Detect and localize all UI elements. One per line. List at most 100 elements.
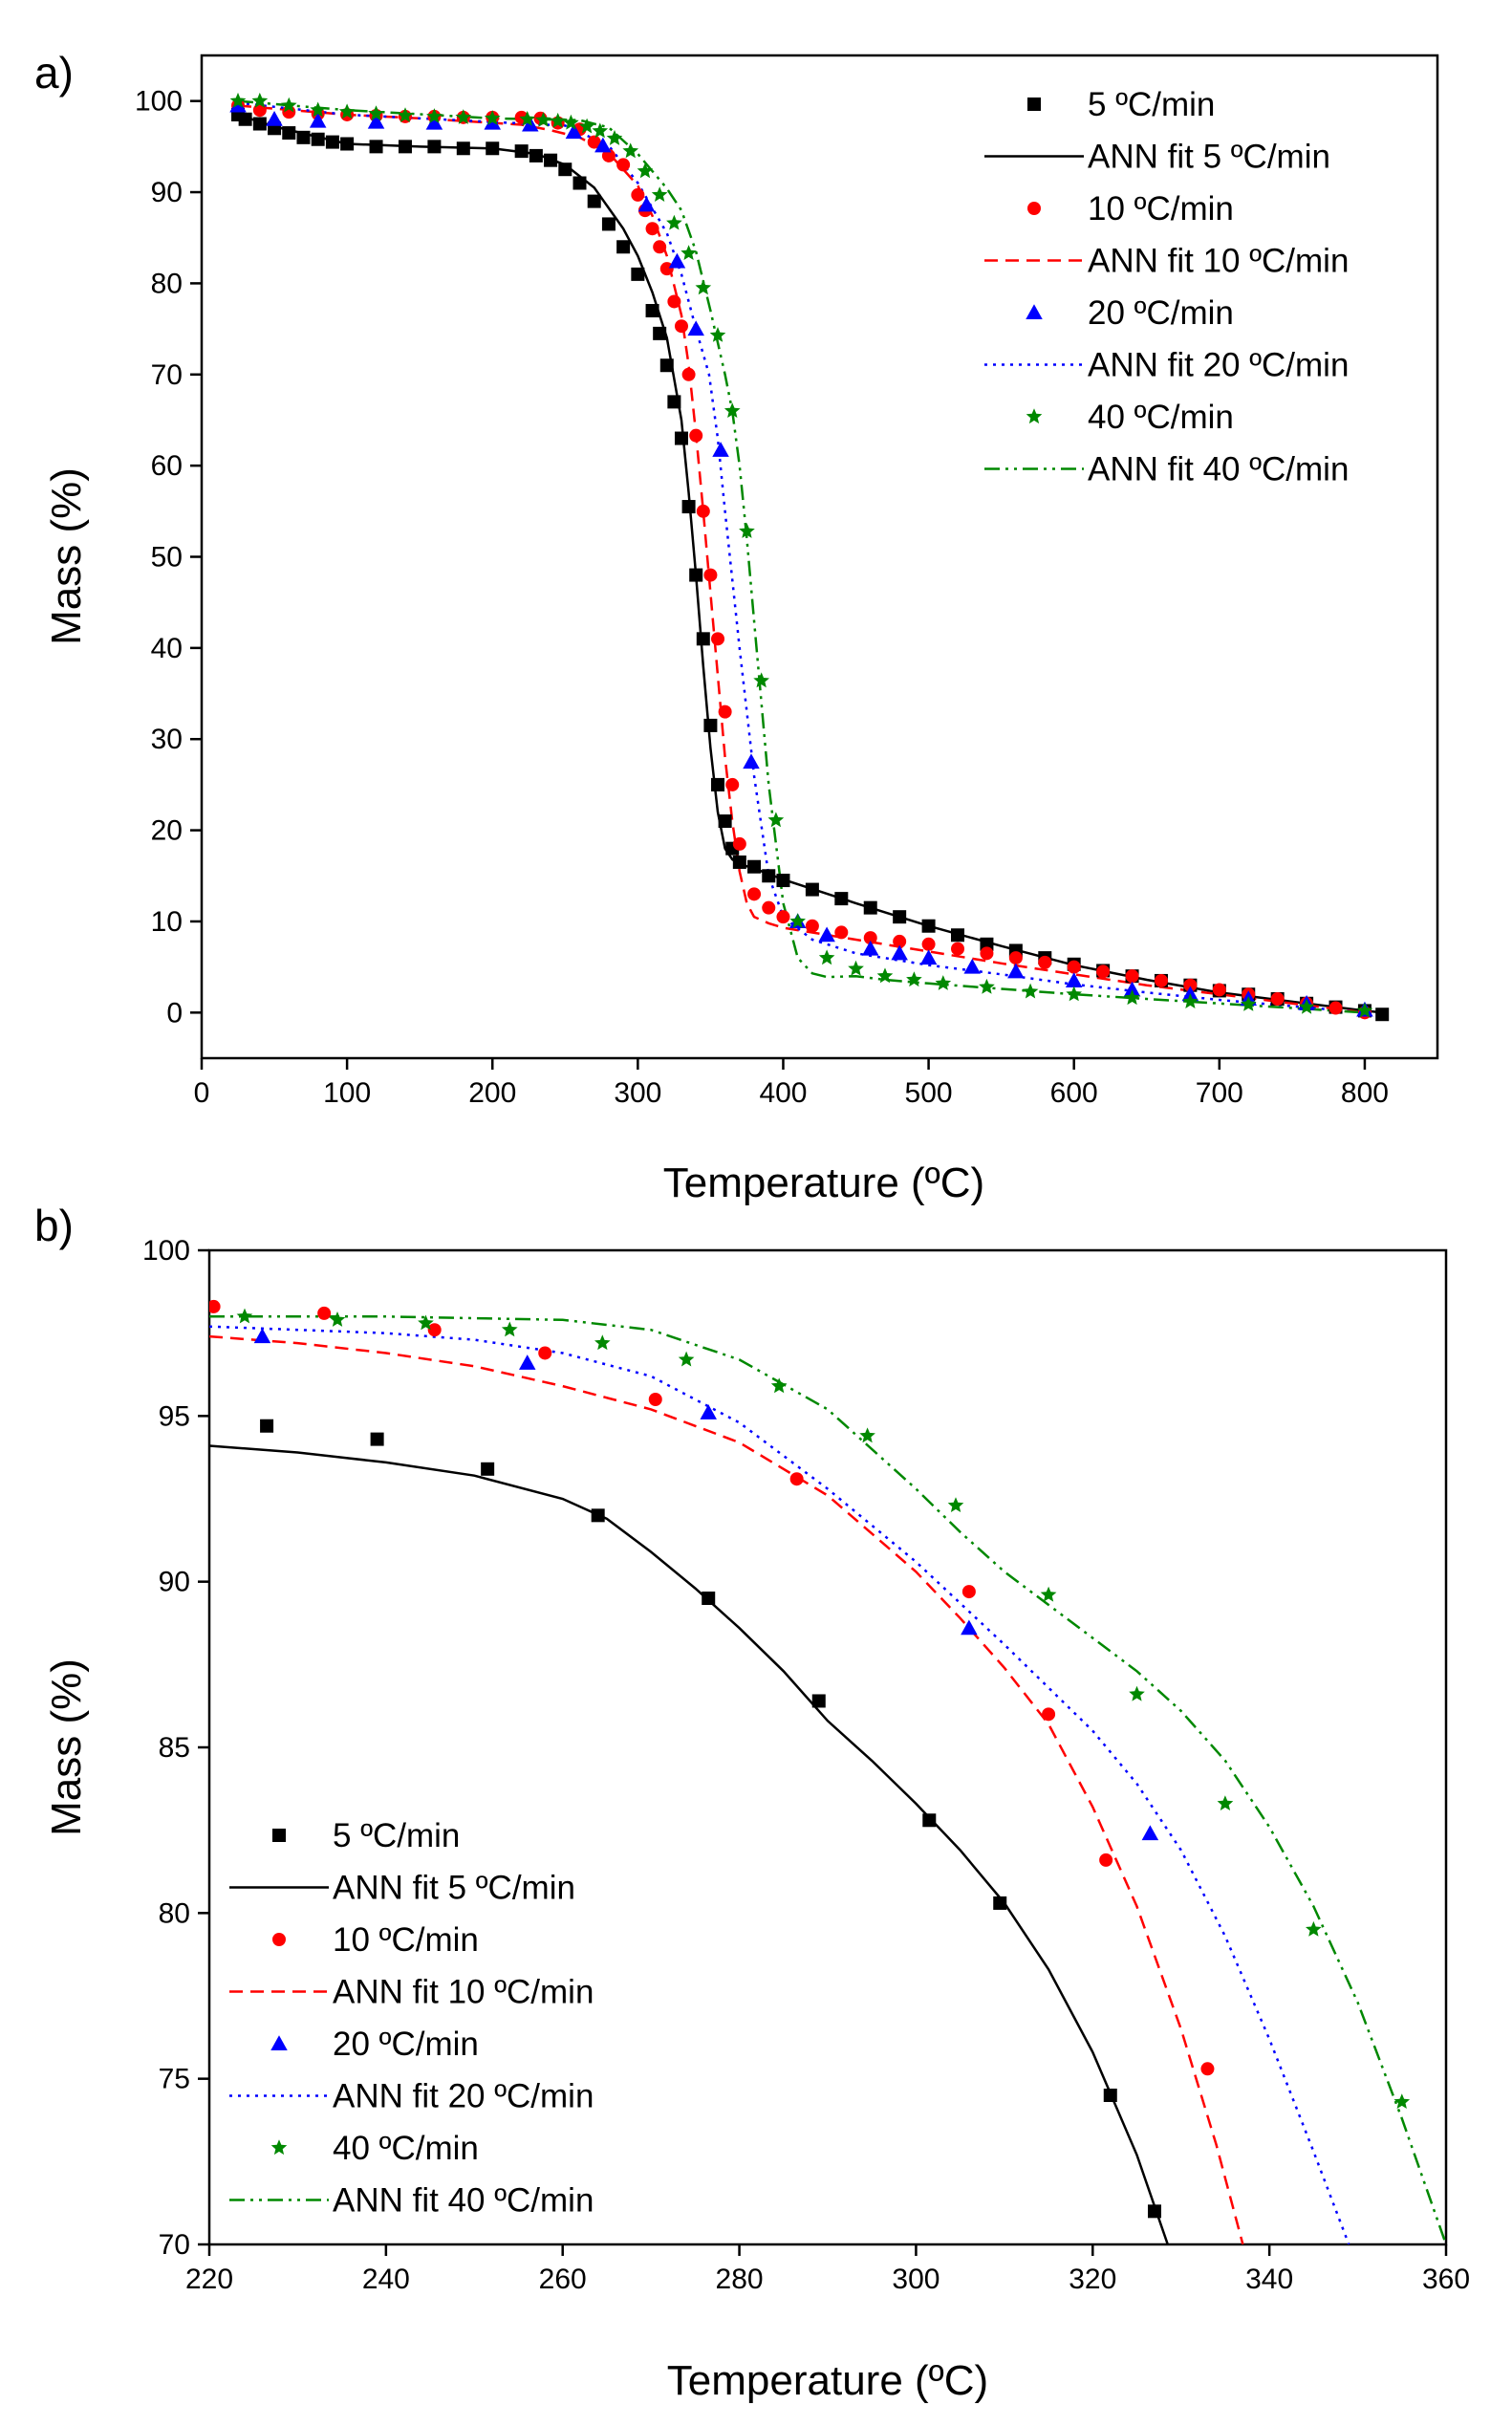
- data-point: [674, 319, 688, 334]
- data-point: [484, 110, 501, 125]
- y-tick-label: 90: [159, 1567, 190, 1598]
- data-point: [1154, 973, 1168, 987]
- legend-swatch: [270, 2035, 288, 2050]
- data-point: [456, 141, 470, 156]
- legend-swatch: [272, 1933, 286, 1946]
- x-tick-label: 240: [362, 2264, 410, 2295]
- data-point: [711, 632, 725, 646]
- x-tick-label: 200: [468, 1077, 516, 1109]
- data-point: [1141, 1825, 1159, 1841]
- data-point: [544, 153, 558, 167]
- x-tick-label: 320: [1069, 2264, 1116, 2295]
- data-point: [919, 949, 938, 965]
- data-point: [280, 97, 297, 113]
- panel-a: a) 0 100 200 300 400 500 600 700 800 0 10 20 30 40 50…: [34, 48, 1439, 1206]
- data-point: [732, 836, 746, 851]
- panel-b-label: b): [34, 1201, 74, 1250]
- y-tick-label: 100: [142, 1235, 190, 1267]
- data-point: [565, 123, 583, 140]
- data-point: [550, 112, 566, 128]
- data-point: [645, 222, 659, 236]
- legend-entry: 5 ºC/min: [333, 1817, 460, 1854]
- legend-entry: 20 ºC/min: [333, 2026, 479, 2063]
- data-point: [236, 1308, 253, 1324]
- panel-b-y-axis-label: Mass (%): [43, 1658, 90, 1836]
- x-tick-label: 360: [1422, 2264, 1470, 2295]
- data-point: [282, 126, 296, 141]
- data-point: [317, 1306, 332, 1320]
- data-point: [700, 1404, 717, 1419]
- legend-entry: 10 ºC/min: [1088, 190, 1234, 228]
- data-point: [651, 186, 668, 202]
- data-point: [961, 1619, 978, 1636]
- legend-entry: 40 ºC/min: [1088, 399, 1234, 436]
- data-point: [876, 967, 894, 984]
- y-tick-label: 0: [166, 997, 183, 1029]
- legend-swatch: [1027, 98, 1041, 111]
- data-point: [703, 568, 718, 582]
- data-point: [251, 92, 269, 108]
- data-point: [260, 1419, 274, 1433]
- data-point: [674, 431, 688, 445]
- data-point: [979, 978, 995, 994]
- legend-entry: ANN fit 40 ºC/min: [1088, 451, 1349, 488]
- data-point: [310, 101, 326, 118]
- legend-entry: ANN fit 20 ºC/min: [1088, 347, 1349, 384]
- panel-a-frame: [200, 54, 1439, 1060]
- data-point: [762, 900, 776, 915]
- data-point: [725, 777, 740, 791]
- data-point: [340, 137, 355, 151]
- data-point: [529, 148, 543, 163]
- data-point: [859, 1427, 875, 1443]
- data-point: [689, 568, 703, 582]
- data-point: [659, 358, 674, 373]
- data-point: [689, 428, 703, 443]
- data-point: [1200, 2062, 1215, 2076]
- panel-a-y-ticks: 0 10 20 30 40 50 60 70 80 90 100: [135, 86, 202, 1029]
- data-point: [893, 910, 907, 924]
- panel-a-label: a): [34, 48, 74, 98]
- data-point: [770, 1377, 788, 1394]
- legend-entry: ANN fit 10 ºC/min: [1088, 243, 1349, 280]
- data-point: [538, 1346, 552, 1360]
- data-point: [951, 928, 965, 943]
- x-tick-label: 700: [1196, 1077, 1243, 1109]
- data-point: [558, 163, 572, 177]
- data-point: [209, 1299, 221, 1313]
- data-point: [696, 632, 710, 646]
- data-point: [935, 975, 952, 990]
- data-point: [834, 925, 849, 940]
- data-point: [329, 1311, 346, 1327]
- data-point: [229, 92, 247, 108]
- data-point: [732, 855, 746, 869]
- legend-entry: ANN fit 5 ºC/min: [1088, 139, 1330, 176]
- x-tick-label: 400: [759, 1077, 807, 1109]
- data-point: [666, 214, 682, 230]
- data-point: [711, 777, 725, 791]
- legend-entry: ANN fit 40 ºC/min: [333, 2182, 594, 2220]
- data-point: [368, 105, 384, 121]
- data-point: [667, 395, 681, 409]
- data-point: [1066, 986, 1082, 1002]
- data-point: [702, 1592, 716, 1605]
- legend-swatch: [1026, 304, 1043, 319]
- data-point: [712, 442, 729, 457]
- data-point: [863, 900, 877, 915]
- data-point: [338, 103, 356, 119]
- data-point: [486, 141, 500, 156]
- data-point: [951, 942, 965, 956]
- data-point: [1306, 1920, 1322, 1937]
- data-point: [980, 946, 994, 961]
- data-point: [325, 135, 339, 149]
- y-tick-label: 10: [151, 906, 183, 938]
- data-point: [578, 118, 595, 134]
- data-point: [1182, 993, 1199, 1008]
- data-point: [922, 1813, 937, 1828]
- data-point: [616, 158, 631, 172]
- data-point: [1270, 992, 1285, 1007]
- data-point: [426, 108, 443, 123]
- data-point: [427, 140, 442, 154]
- y-tick-label: 70: [159, 2229, 190, 2261]
- data-point: [1124, 989, 1140, 1006]
- data-point: [587, 135, 601, 149]
